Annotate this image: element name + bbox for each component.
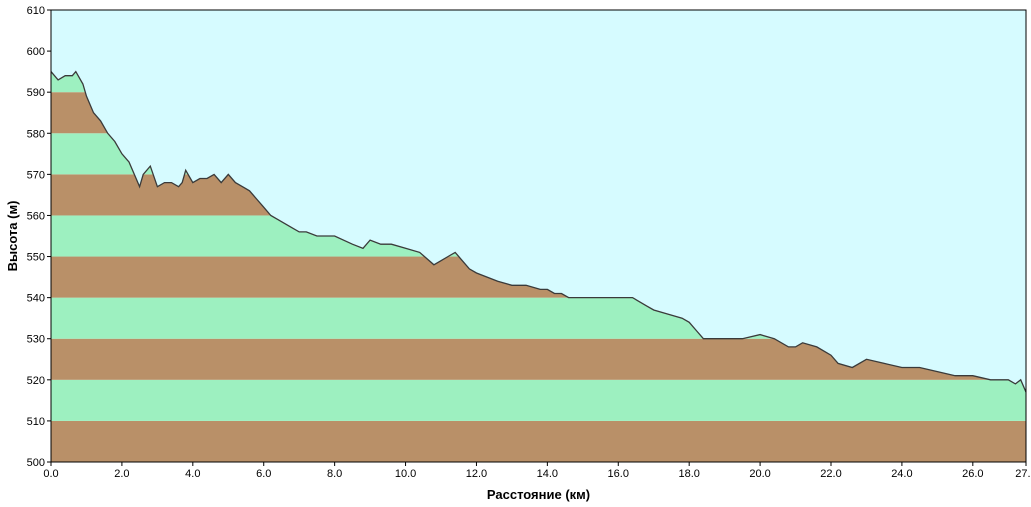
x-tick-label: 26.0 [962,468,983,480]
plot-frame [50,9,1027,463]
x-axis: 0.0 2.0 4.0 6.0 8.0 10.0 12.0 14.0 16.0 18.0 20.0 2… [43,462,1031,480]
x-tick-label: 18.0 [678,468,699,480]
y-tick-label: 530 [27,334,45,346]
y-tick-label: 560 [27,210,45,222]
y-tick-label: 610 [27,5,45,17]
x-axis-title: Расстояние (км) [487,487,590,502]
elevation-band [51,379,1026,421]
x-tick-label: 6.0 [256,468,271,480]
elevation-profile-line [50,70,1027,393]
x-tick-label: 10.0 [395,468,416,480]
x-tick-label: 12.0 [466,468,487,480]
y-axis: 500 510 520 530 540 550 560 570 580 590 600 610 [27,5,51,469]
x-tick-label: 16.0 [608,468,629,480]
y-tick-label: 550 [27,252,45,264]
elevation-band [51,420,1026,462]
y-tick-label: 500 [27,457,45,469]
y-tick-label: 510 [27,416,45,428]
y-tick-label: 580 [27,128,45,140]
x-tick-label: 8.0 [327,468,342,480]
x-tick-label: 27.5 [1015,468,1031,480]
x-tick-label: 22.0 [820,468,841,480]
x-tick-label: 4.0 [185,468,200,480]
x-tick-label: 24.0 [891,468,912,480]
y-tick-label: 600 [27,46,45,58]
y-tick-label: 540 [27,293,45,305]
x-tick-label: 0.0 [43,468,58,480]
x-tick-label: 20.0 [749,468,770,480]
y-tick-label: 570 [27,169,45,181]
x-tick-label: 14.0 [537,468,558,480]
y-tick-label: 590 [27,87,45,99]
y-tick-label: 520 [27,375,45,387]
y-axis-title: Высота (м) [5,201,20,272]
x-tick-label: 2.0 [114,468,129,480]
